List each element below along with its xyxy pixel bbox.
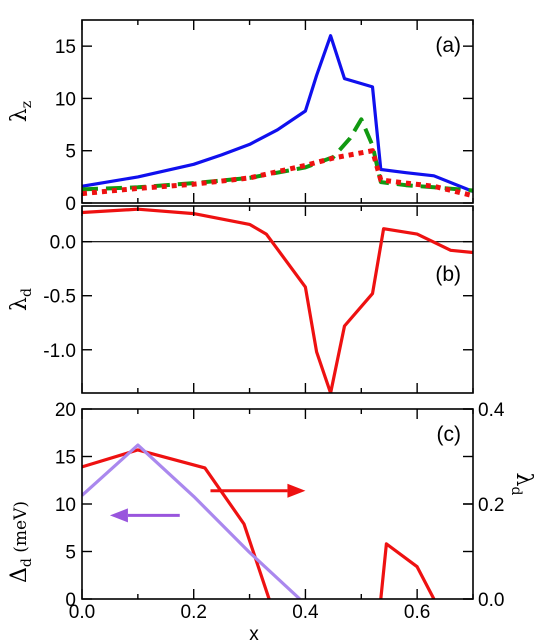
y-tick-label: 15: [55, 37, 76, 58]
y-tick-label: 10: [55, 89, 76, 110]
series-line-a-0: [82, 34, 473, 193]
arrow-head-1: [109, 508, 128, 523]
panel-label-c: (c): [437, 423, 462, 446]
y-tick-label: 20: [55, 400, 76, 421]
x-tick-label: 0.6: [404, 602, 430, 623]
y-tick-label: 15: [55, 448, 76, 469]
panel-label-b: (b): [435, 263, 461, 286]
panel-b: 0.0 -0.5 -1.0 λd (b): [7, 205, 474, 394]
x-tick-label: 0.0: [69, 602, 95, 623]
x-axis-label: x: [249, 624, 259, 644]
y-tick-label: 5: [65, 543, 76, 564]
y-tick-label: 0: [65, 590, 76, 611]
y2-tick-label: 0.0: [478, 590, 504, 611]
y-tick-label: -1.0: [43, 341, 76, 362]
plot-frame-a: [81, 19, 474, 204]
plot-frame-b: [81, 205, 474, 394]
series-group: [82, 443, 436, 599]
series-group: [82, 207, 473, 393]
series-line-c-1: [379, 542, 436, 599]
series-line-c-0: [82, 448, 271, 599]
arrow-head-0: [287, 483, 306, 498]
y-tick-label: 0.0: [50, 233, 76, 254]
y-tick-label: -0.5: [43, 287, 76, 308]
series-line-b-0: [82, 207, 473, 393]
series-line-c-2: [82, 443, 301, 599]
x-tick-label: 0.2: [181, 602, 207, 623]
panel-a: 0 5 10 15 λz (a): [7, 19, 474, 215]
y-axis-label: Δd (meV): [7, 501, 35, 583]
y-tick-label: 10: [55, 495, 76, 516]
panel-label-a: (a): [435, 34, 461, 57]
series-line-a-2: [82, 148, 473, 199]
y2-tick-label: 0.4: [478, 400, 505, 421]
y-axis-label: λd: [7, 288, 35, 311]
panel-c: 0 5 10 15 20 0.0 0.2 0.4 λd Δd (meV) (c): [7, 400, 536, 611]
plot-frame-c: [81, 408, 474, 600]
series-group: [82, 34, 473, 199]
y-tick-label: 0: [65, 194, 76, 215]
x-tick-label: 0.4: [292, 602, 319, 623]
x-axis: 0.0 0.2 0.4 0.6 x: [69, 602, 431, 644]
y-tick-label: 5: [65, 142, 76, 163]
y-axis-label: λz: [7, 101, 35, 122]
y2-tick-label: 0.2: [478, 495, 504, 516]
y2-axis-label: λd: [508, 473, 536, 496]
